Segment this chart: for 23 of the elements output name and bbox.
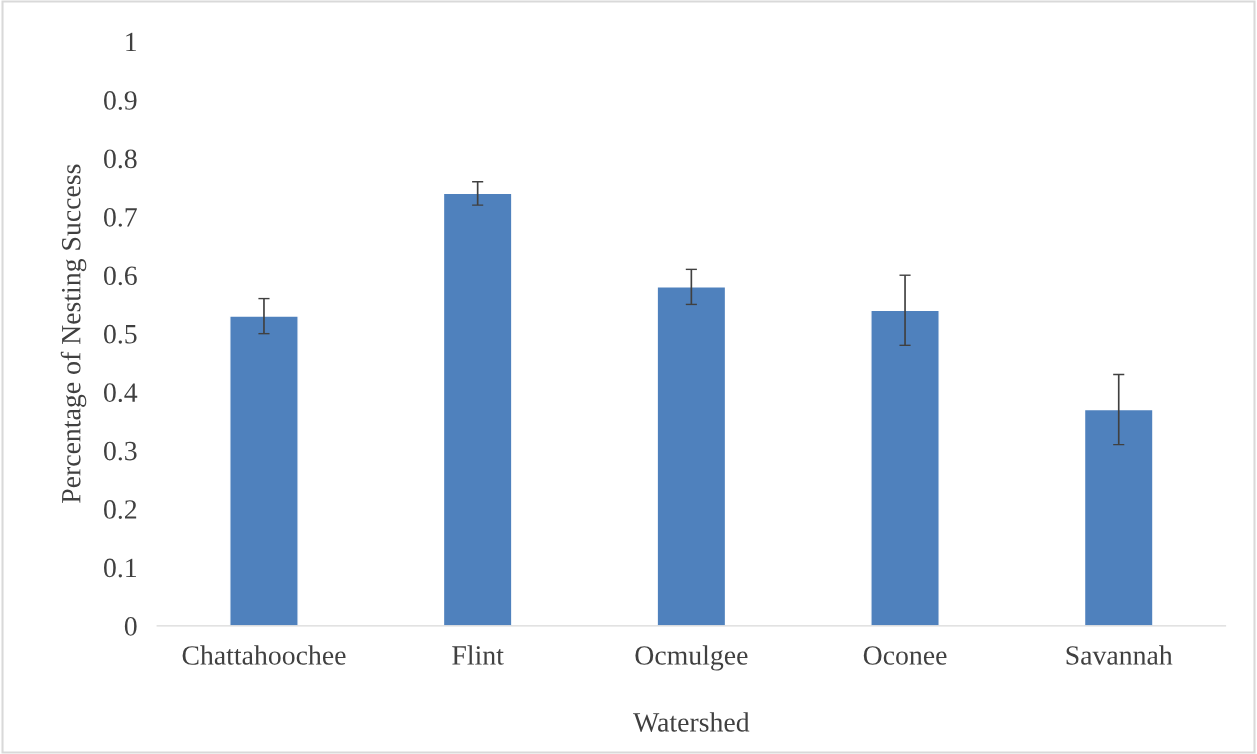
bar bbox=[870, 309, 940, 626]
bar bbox=[1083, 408, 1154, 626]
bar bbox=[442, 192, 513, 626]
x-tick-label: Savannah bbox=[1066, 645, 1173, 665]
x-tick-label: Ocmulgee bbox=[635, 645, 748, 671]
y-tick-label: 0.6 bbox=[104, 266, 137, 286]
x-tick-label: Chattahoochee bbox=[182, 645, 346, 665]
y-tick-label: 0.4 bbox=[104, 383, 138, 403]
y-tick-label: 0.2 bbox=[104, 500, 137, 519]
y-tick-label: 0.5 bbox=[104, 324, 137, 344]
y-tick-label: 0.7 bbox=[104, 207, 137, 227]
y-tick-label: 0.8 bbox=[104, 149, 137, 169]
y-tick-label: 1 bbox=[126, 32, 137, 52]
y-axis-title: Percentage of Nesting Success bbox=[60, 164, 87, 503]
y-tick-label: 0.9 bbox=[104, 91, 137, 110]
bar bbox=[229, 315, 299, 626]
y-tick-label: 0.1 bbox=[104, 558, 137, 578]
y-tick-label: 0.3 bbox=[104, 441, 137, 461]
bar bbox=[656, 286, 727, 626]
x-tick-label: Oconee bbox=[863, 646, 947, 665]
x-axis-title: Watershed bbox=[633, 712, 750, 732]
x-tick-label: Flint bbox=[452, 645, 504, 665]
y-tick-label: 0 bbox=[124, 616, 137, 636]
